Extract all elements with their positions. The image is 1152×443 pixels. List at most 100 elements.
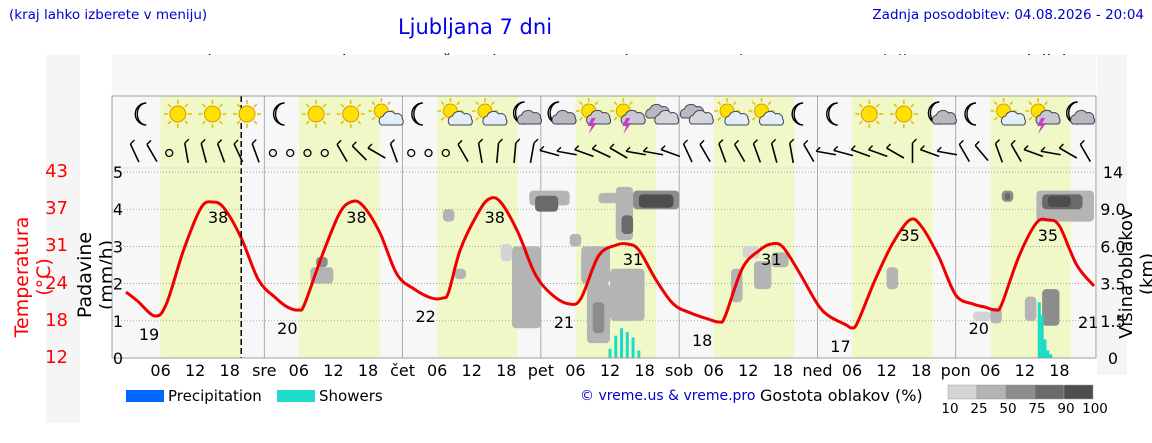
cloud-block xyxy=(886,267,899,290)
wind-barb-flag xyxy=(609,143,615,149)
hour-tick-label: 18 xyxy=(773,361,793,380)
sun-icon xyxy=(163,100,192,128)
density-tick-label: 10 xyxy=(941,401,959,417)
credit-link[interactable]: © vreme.us & vreme.pro xyxy=(580,388,756,404)
wind-barb xyxy=(609,147,628,159)
sun-cloud-icon xyxy=(990,98,1027,126)
wind-barb xyxy=(216,143,226,163)
showers-legend-label: Showers xyxy=(319,387,383,405)
last-update-timestamp: Zadnja posodobitev: 04.08.2026 - 20:04 xyxy=(872,7,1144,23)
wind-barb xyxy=(752,143,762,163)
calm-wind-symbol xyxy=(286,148,295,158)
cloud-height-tick-label: 6.0 xyxy=(1100,237,1125,256)
wind-barb xyxy=(886,147,905,159)
sun-icon xyxy=(302,100,331,128)
hour-tick-label: 12 xyxy=(1015,361,1035,380)
wind-barb-flag xyxy=(457,139,463,145)
temperature-tick-label: 12 xyxy=(45,347,68,368)
sun-icon xyxy=(889,100,918,128)
density-legend-cell xyxy=(1034,384,1065,400)
hour-tick-label: 12 xyxy=(600,361,620,380)
cloud-block xyxy=(1042,289,1060,326)
wind-barb xyxy=(974,144,989,162)
wind-barb-flag xyxy=(919,145,925,151)
cloud-block xyxy=(990,307,1002,324)
wind-barb-flag xyxy=(625,146,631,152)
temperature-value-label: 19 xyxy=(139,325,159,344)
wind-barb-flag xyxy=(539,145,545,151)
density-tick-label: 50 xyxy=(999,401,1017,417)
calm-wind-symbol xyxy=(165,148,174,158)
wind-barb xyxy=(643,150,664,156)
wind-barb xyxy=(682,143,693,163)
wind-barb xyxy=(699,143,711,163)
precipitation-legend-swatch xyxy=(126,390,164,402)
wind-barb xyxy=(868,148,888,158)
wind-barb xyxy=(251,143,260,163)
sun-icon xyxy=(336,100,365,128)
wind-barb-flag xyxy=(850,145,856,151)
wind-barb-flag xyxy=(912,138,917,144)
day-abbreviation-label: sob xyxy=(665,361,693,380)
showers-legend-swatch xyxy=(277,390,315,402)
temperature-tick-label: 24 xyxy=(45,272,68,294)
left-side-strip xyxy=(46,55,80,423)
wind-barb-flag xyxy=(803,139,809,145)
hour-tick-label: 06 xyxy=(289,361,309,380)
moon-icon xyxy=(411,102,423,126)
wind-barb xyxy=(816,150,837,156)
wind-barb-flag xyxy=(1040,146,1046,152)
cloud-icon xyxy=(679,103,714,125)
sun-cloud-icon xyxy=(437,98,473,126)
sun-icon xyxy=(855,100,884,128)
wind-barb-flag xyxy=(1010,139,1016,145)
hour-tick-label: 06 xyxy=(565,361,585,380)
density-tick-label: 90 xyxy=(1057,401,1075,417)
wind-barb xyxy=(770,143,778,163)
cloud-block xyxy=(454,268,466,280)
temperature-value-label: 20 xyxy=(277,319,297,338)
location-menu-hint[interactable]: (kraj lahko izberete v meniju) xyxy=(9,7,208,23)
wind-barb-flag xyxy=(683,139,689,145)
cloud-block xyxy=(638,194,674,208)
daylight-band xyxy=(160,96,242,358)
wind-barb-flag xyxy=(868,145,874,151)
wind-barb-flag xyxy=(515,138,521,144)
shower-bar xyxy=(1040,315,1044,358)
temperature-value-label: 35 xyxy=(1038,226,1058,245)
page-title: Ljubljana 7 dni xyxy=(397,15,553,39)
wind-barb xyxy=(183,143,190,163)
rain-tick-label: 5 xyxy=(113,163,123,182)
wind-barb-flag xyxy=(336,139,342,145)
calm-wind-symbol xyxy=(424,148,433,158)
wind-barb xyxy=(129,143,140,163)
wind-barb xyxy=(477,143,483,163)
hour-tick-label: 18 xyxy=(1049,361,1069,380)
wind-barb xyxy=(850,148,871,158)
hour-tick-label: 12 xyxy=(185,361,205,380)
wind-barb-flag xyxy=(753,139,759,145)
wind-barb-flag xyxy=(734,139,740,145)
wind-barb-flag xyxy=(699,139,705,145)
cloud-block xyxy=(610,268,645,321)
shower-bar xyxy=(1049,354,1053,358)
wind-barb-flag xyxy=(556,146,562,152)
temperature-value-label: 38 xyxy=(208,208,228,227)
temperature-value-label: 21 xyxy=(554,313,574,332)
wind-barb xyxy=(574,148,594,158)
rain-tick-label: 1 xyxy=(113,312,123,331)
wind-barb-flag xyxy=(498,138,504,144)
calm-wind-symbol xyxy=(441,148,450,158)
day-abbreviation-label: pet xyxy=(528,361,554,380)
calm-wind-symbol xyxy=(407,148,416,158)
wind-barb-flag xyxy=(574,145,580,151)
wind-barb-flag xyxy=(200,138,206,144)
cloud-block xyxy=(500,243,513,262)
wind-barb-flag xyxy=(718,139,724,145)
cloud-block xyxy=(535,195,559,212)
wind-barb xyxy=(833,149,854,157)
temperature-value-label: 38 xyxy=(485,208,505,227)
hour-tick-label: 06 xyxy=(980,361,1000,380)
temperature-value-label: 38 xyxy=(346,208,366,227)
